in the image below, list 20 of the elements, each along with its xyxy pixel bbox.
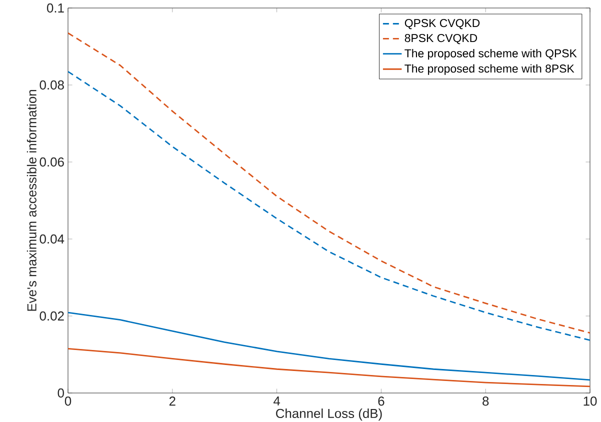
y-tick-label: 0: [58, 388, 64, 398]
x-tick-label: 8: [482, 396, 489, 406]
y-tick-label: 0.1: [46, 3, 64, 13]
line-series: [68, 348, 590, 388]
y-tick-label: 0.06: [40, 157, 64, 167]
legend-label: QPSK CVQKD: [404, 19, 480, 30]
y-tick-label: 0.04: [40, 234, 64, 244]
y-tick-label: 0.02: [40, 311, 64, 321]
x-tick-label: 6: [378, 396, 384, 406]
legend-label: 8PSK CVQKD: [404, 34, 478, 44]
x-tick-label: 0: [64, 396, 72, 406]
legend-label: The proposed scheme with QPSK: [404, 48, 577, 60]
y-tick-label: 0.08: [40, 80, 64, 90]
x-axis-title: Channel Loss (dB): [276, 408, 382, 421]
y-axis-title: Eve's maximum accessible information: [26, 90, 36, 311]
legend-label: The proposed scheme with 8PSK: [404, 64, 574, 75]
x-tick-label: 10: [584, 396, 597, 406]
x-tick-label: 2: [169, 396, 176, 406]
x-tick-label: 4: [274, 396, 280, 406]
line-series: [68, 312, 590, 381]
